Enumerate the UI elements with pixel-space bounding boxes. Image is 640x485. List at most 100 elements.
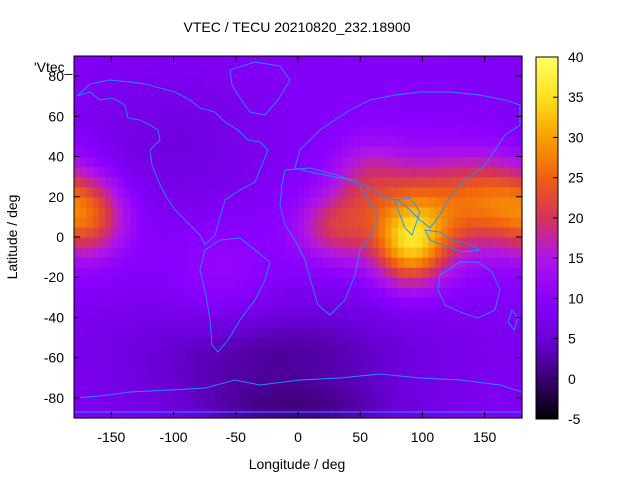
- heatmap-cell: [254, 267, 262, 278]
- heatmap-cell: [385, 387, 392, 399]
- heatmap-cell: [117, 226, 125, 238]
- heatmap-cell: [111, 76, 119, 87]
- heatmap-cell: [447, 337, 455, 349]
- heatmap-cell: [434, 156, 442, 168]
- heatmap-cell: [316, 317, 324, 329]
- heatmap-cell: [416, 146, 424, 158]
- heatmap-cell: [111, 206, 119, 218]
- heatmap-cell: [86, 267, 94, 278]
- heatmap-cell: [329, 176, 336, 188]
- heatmap-cell: [123, 397, 131, 409]
- heatmap-cell: [497, 146, 504, 158]
- heatmap-cell: [416, 176, 424, 188]
- heatmap-cell: [316, 96, 324, 107]
- heatmap-cell: [285, 216, 293, 228]
- heatmap-cell: [223, 277, 231, 288]
- heatmap-cell: [136, 257, 144, 268]
- heatmap-cell: [186, 387, 193, 399]
- heatmap-cell: [304, 297, 312, 308]
- heatmap-cell: [217, 166, 224, 178]
- heatmap-cell: [179, 86, 187, 97]
- heatmap-cell: [223, 106, 231, 117]
- heatmap-cell: [161, 337, 168, 349]
- heatmap-cell: [372, 357, 380, 369]
- heatmap-cell: [92, 106, 100, 117]
- heatmap-cell: [503, 146, 511, 158]
- heatmap-cell: [117, 237, 125, 248]
- heatmap-cell: [223, 237, 231, 248]
- heatmap-cell: [391, 116, 399, 127]
- heatmap-cell: [316, 76, 324, 87]
- heatmap-cell: [279, 66, 287, 77]
- heatmap-cell: [161, 297, 168, 308]
- heatmap-cell: [422, 317, 430, 329]
- heatmap-cell: [192, 86, 200, 97]
- heatmap-cell: [428, 307, 436, 319]
- heatmap-cell: [441, 407, 448, 419]
- heatmap-cell: [509, 387, 517, 399]
- heatmap-cell: [217, 176, 224, 188]
- heatmap-cell: [173, 287, 181, 298]
- heatmap-cell: [210, 257, 218, 268]
- heatmap-cell: [497, 307, 504, 319]
- heatmap-cell: [142, 186, 150, 198]
- heatmap-cell: [397, 407, 405, 419]
- heatmap-cell: [167, 126, 175, 138]
- heatmap-cell: [410, 317, 417, 329]
- heatmap-cell: [478, 307, 486, 319]
- heatmap-cell: [341, 146, 349, 158]
- heatmap-cell: [229, 196, 237, 208]
- heatmap-cell: [111, 66, 119, 77]
- heatmap-cell: [198, 56, 206, 67]
- heatmap-cell: [273, 367, 280, 379]
- heatmap-cell: [80, 96, 88, 107]
- heatmap-cell: [98, 106, 106, 117]
- heatmap-cell: [385, 367, 392, 379]
- heatmap-cell: [279, 267, 287, 278]
- heatmap-cell: [105, 216, 112, 228]
- heatmap-cell: [447, 257, 455, 268]
- y-tick-label: -20: [44, 269, 64, 285]
- heatmap-cell: [279, 337, 287, 349]
- heatmap-cell: [198, 297, 206, 308]
- heatmap-cell: [341, 277, 349, 288]
- heatmap-cell: [105, 347, 112, 359]
- heatmap-cell: [154, 257, 162, 268]
- heatmap-cell: [217, 206, 224, 218]
- heatmap-cell: [378, 267, 386, 278]
- heatmap-cell: [254, 317, 262, 329]
- heatmap-cell: [360, 367, 368, 379]
- heatmap-cell: [378, 297, 386, 308]
- heatmap-cell: [136, 247, 144, 258]
- heatmap-cell: [242, 267, 249, 278]
- heatmap-cell: [459, 156, 467, 168]
- heatmap-cell: [385, 377, 392, 389]
- heatmap-cell: [242, 297, 249, 308]
- heatmap-cell: [366, 136, 374, 148]
- heatmap-cell: [74, 116, 81, 127]
- heatmap-cell: [111, 196, 119, 208]
- heatmap-cell: [391, 307, 399, 319]
- heatmap-cell: [335, 257, 343, 268]
- heatmap-cell: [235, 387, 243, 399]
- heatmap-cell: [428, 387, 436, 399]
- heatmap-cell: [490, 307, 498, 319]
- heatmap-cell: [198, 267, 206, 278]
- heatmap-cell: [447, 186, 455, 198]
- heatmap-cell: [136, 317, 144, 329]
- heatmap-cell: [74, 86, 81, 97]
- heatmap-cell: [98, 186, 106, 198]
- heatmap-cell: [335, 347, 343, 359]
- heatmap-cell: [198, 226, 206, 238]
- heatmap-cell: [466, 347, 473, 359]
- heatmap-cell: [372, 257, 380, 268]
- heatmap-cell: [378, 226, 386, 238]
- heatmap-cell: [360, 96, 368, 107]
- heatmap-cell: [484, 397, 492, 409]
- heatmap-cell: [105, 317, 112, 329]
- heatmap-cell: [329, 206, 336, 218]
- heatmap-cell: [235, 337, 243, 349]
- heatmap-cell: [154, 166, 162, 178]
- heatmap-cell: [335, 166, 343, 178]
- heatmap-cell: [403, 247, 411, 258]
